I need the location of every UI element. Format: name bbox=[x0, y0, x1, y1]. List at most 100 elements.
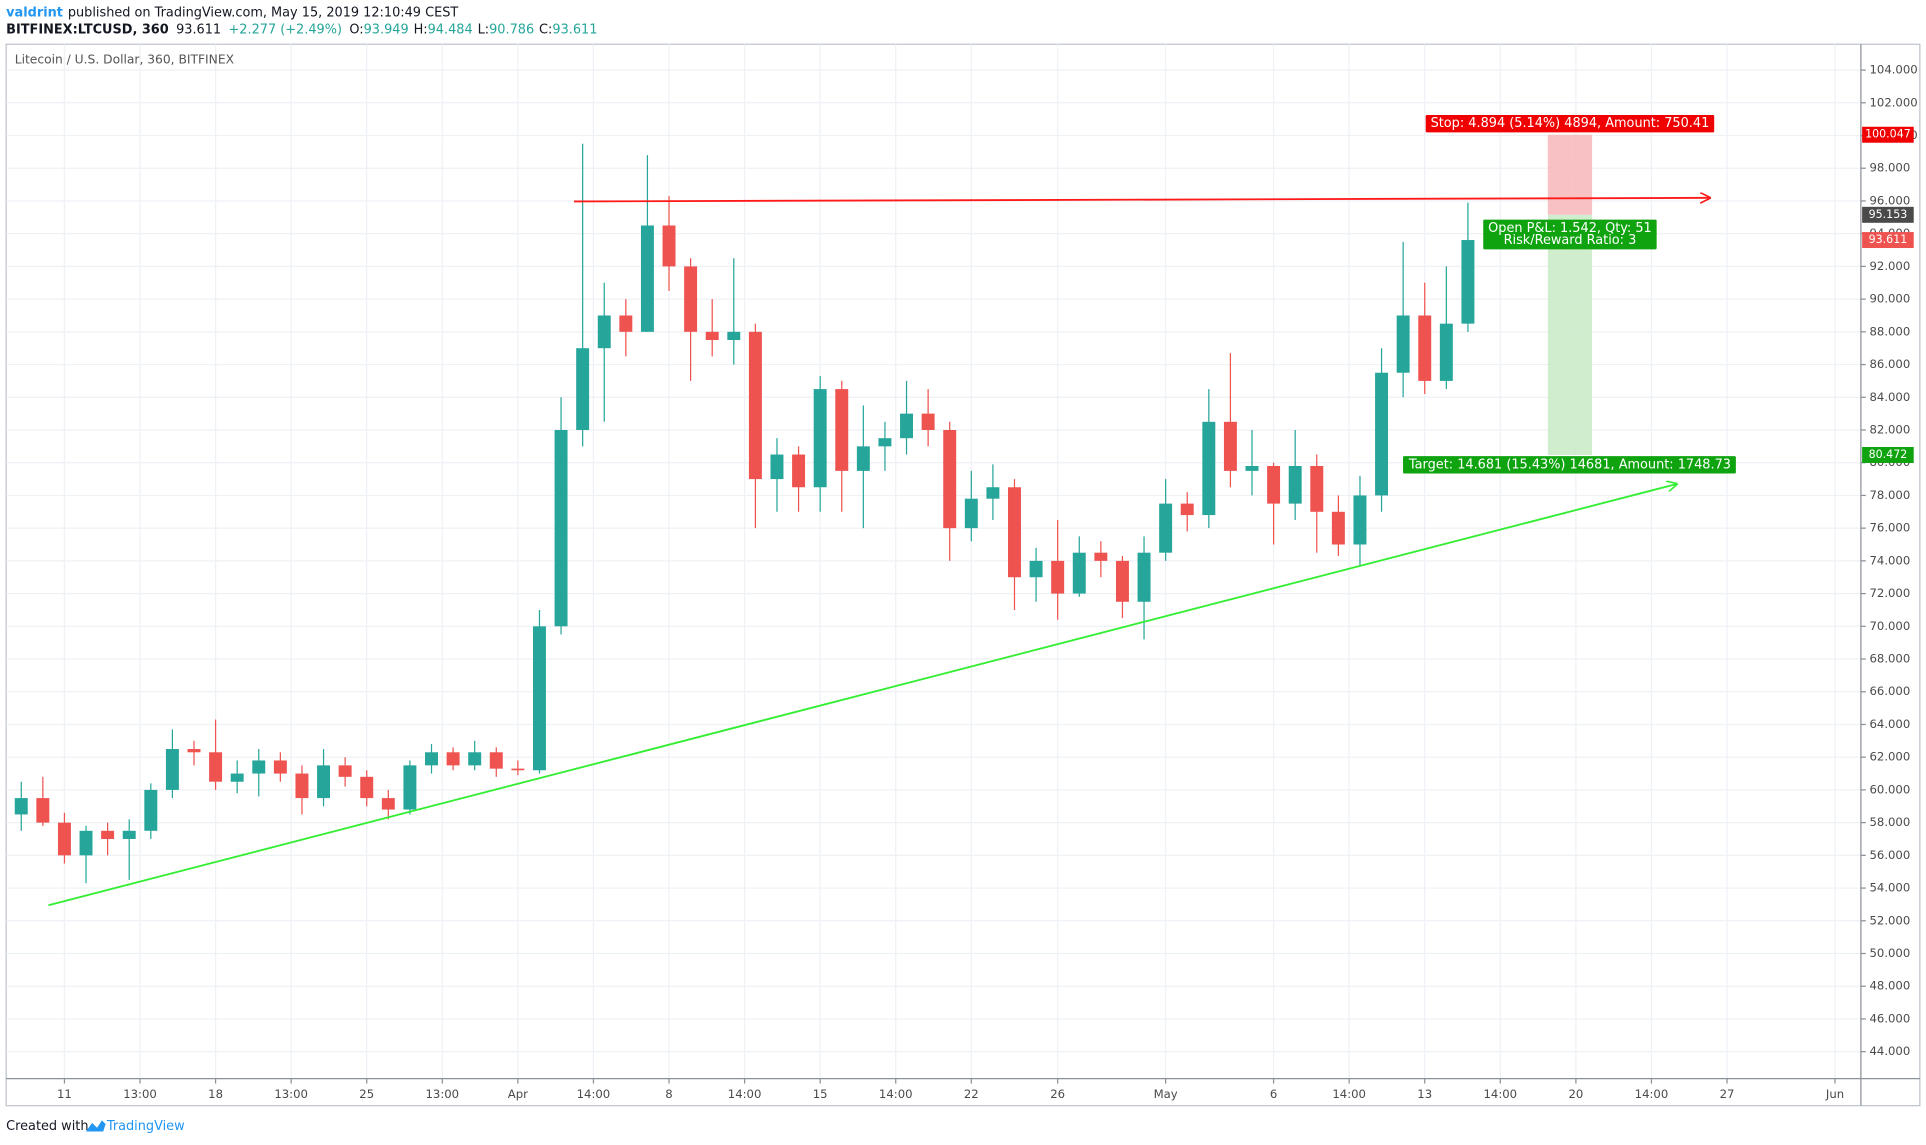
pnl-label-bg bbox=[1483, 219, 1657, 250]
x-tick-label: 25 bbox=[359, 1087, 374, 1101]
change: +2.277 (+2.49%) bbox=[229, 22, 342, 37]
candle-body bbox=[252, 760, 266, 774]
candle-body bbox=[964, 498, 978, 529]
y-tick-label: 72.000 bbox=[1869, 586, 1910, 600]
candle-body bbox=[576, 348, 590, 430]
candle-body bbox=[1310, 465, 1324, 512]
y-tick-label: 64.000 bbox=[1869, 717, 1910, 731]
y-tick-label: 50.000 bbox=[1869, 946, 1910, 960]
x-tick-label: 15 bbox=[813, 1087, 828, 1101]
target-label-bg bbox=[1403, 456, 1736, 474]
ohlc-value: 90.786 bbox=[489, 22, 534, 37]
chart-frame bbox=[5, 43, 1921, 1107]
candle-body bbox=[511, 768, 525, 771]
candle-body bbox=[1115, 560, 1129, 602]
ohlc-value: 93.949 bbox=[364, 22, 409, 37]
y-tick-label: 96.000 bbox=[1869, 193, 1910, 207]
candle-body bbox=[813, 389, 827, 488]
price-badge bbox=[1862, 447, 1914, 463]
candle-body bbox=[1029, 560, 1043, 578]
y-tick-label: 56.000 bbox=[1869, 848, 1910, 862]
y-tick-label: 62.000 bbox=[1869, 750, 1910, 764]
candle-body bbox=[165, 749, 179, 790]
candle-body bbox=[360, 776, 374, 799]
ohlc-label: C: bbox=[539, 22, 552, 37]
y-tick-label: 52.000 bbox=[1869, 913, 1910, 927]
footer: Created with TradingView bbox=[6, 1119, 185, 1134]
candle-body bbox=[187, 749, 201, 753]
candle-body bbox=[209, 752, 223, 782]
ohlc-value: 94.484 bbox=[428, 22, 473, 37]
candle-body bbox=[1202, 421, 1216, 516]
x-tick-label: Apr bbox=[508, 1087, 528, 1101]
candle-body bbox=[338, 765, 352, 777]
candle-body bbox=[619, 315, 633, 332]
header-line-1: valdrint published on TradingView.com, Ma… bbox=[6, 5, 458, 20]
x-tick-label: 13:00 bbox=[274, 1087, 308, 1101]
y-tick-label: 84.000 bbox=[1869, 390, 1910, 404]
x-tick-label: 27 bbox=[1720, 1087, 1735, 1101]
y-tick-label: 76.000 bbox=[1869, 521, 1910, 535]
candle-body bbox=[1137, 552, 1151, 602]
candle-body bbox=[57, 822, 71, 856]
candle-body bbox=[122, 830, 136, 839]
candle-body bbox=[446, 752, 460, 766]
candle-body bbox=[1180, 503, 1194, 516]
chart-title: Litecoin / U.S. Dollar, 360, BITFINEX bbox=[15, 53, 235, 67]
y-tick-label: 44.000 bbox=[1869, 1044, 1910, 1058]
price-badge-label: 93.611 bbox=[1869, 233, 1908, 246]
candle-body bbox=[1439, 323, 1453, 381]
candle-body bbox=[1353, 495, 1367, 545]
candle-body bbox=[640, 225, 654, 332]
candle-body bbox=[921, 413, 935, 430]
y-tick-label: 102.000 bbox=[1869, 95, 1917, 109]
candle-body bbox=[468, 752, 482, 766]
candle-body bbox=[1159, 503, 1173, 553]
stop-label: Stop: 4.894 (5.14%) 4894, Amount: 750.41 bbox=[1425, 114, 1715, 133]
candle-body bbox=[1396, 315, 1410, 373]
candle-body bbox=[727, 331, 741, 341]
candle-body bbox=[1008, 487, 1021, 578]
candle-body bbox=[554, 429, 568, 627]
y-tick-label: 90.000 bbox=[1869, 292, 1910, 306]
x-tick-label: 6 bbox=[1270, 1087, 1277, 1101]
header-line-2: BITFINEX:LTCUSD, 360 93.611 +2.277 (+2.49%… bbox=[6, 22, 597, 37]
y-tick-label: 104.000 bbox=[1869, 63, 1917, 77]
target-label-text: Target: 14.681 (15.43%) 14681, Amount: 1… bbox=[1408, 457, 1731, 472]
y-tick-label: 78.000 bbox=[1869, 488, 1910, 502]
x-tick-label: 18 bbox=[208, 1087, 223, 1101]
candle-body bbox=[425, 752, 438, 766]
ohlc-label: H: bbox=[414, 22, 428, 37]
candle-body bbox=[295, 773, 309, 799]
candle-body bbox=[705, 331, 719, 341]
plot: Stop: 4.894 (5.14%) 4894, Amount: 750.41… bbox=[14, 114, 1736, 907]
y-tick-label: 86.000 bbox=[1869, 357, 1910, 371]
published: published on TradingView.com, May 15, 20… bbox=[68, 5, 459, 20]
symbol: BITFINEX:LTCUSD, 360 bbox=[6, 22, 169, 37]
candle-body bbox=[489, 752, 503, 769]
candle-body bbox=[1331, 511, 1345, 545]
x-tick-label: 8 bbox=[665, 1087, 672, 1101]
ohlc-label: O: bbox=[349, 22, 363, 37]
price-badge bbox=[1862, 126, 1914, 143]
stop-zone bbox=[1547, 134, 1593, 215]
candle-body bbox=[230, 773, 244, 782]
candle-body bbox=[1288, 465, 1302, 504]
x-tick-label: 13:00 bbox=[123, 1087, 157, 1101]
price-badge bbox=[1862, 206, 1914, 223]
stop-label-bg bbox=[1425, 114, 1715, 133]
price-badge-label: 100.047 bbox=[1865, 128, 1911, 141]
trend-line bbox=[574, 198, 1710, 202]
rr-label-text: Risk/Reward Ratio: 3 bbox=[1504, 233, 1637, 248]
candle-body bbox=[273, 760, 287, 774]
y-tick-label: 68.000 bbox=[1869, 652, 1910, 666]
x-tick-label: May bbox=[1154, 1087, 1178, 1101]
candle-body bbox=[1418, 315, 1432, 381]
x-tick-label: 13 bbox=[1417, 1087, 1432, 1101]
price-badge-label: 95.153 bbox=[1869, 208, 1908, 221]
x-tick-label: 14:00 bbox=[577, 1087, 611, 1101]
x-tick-label: 14:00 bbox=[1484, 1087, 1518, 1101]
candle-body bbox=[14, 798, 28, 815]
x-tick-label: 14:00 bbox=[1332, 1087, 1366, 1101]
